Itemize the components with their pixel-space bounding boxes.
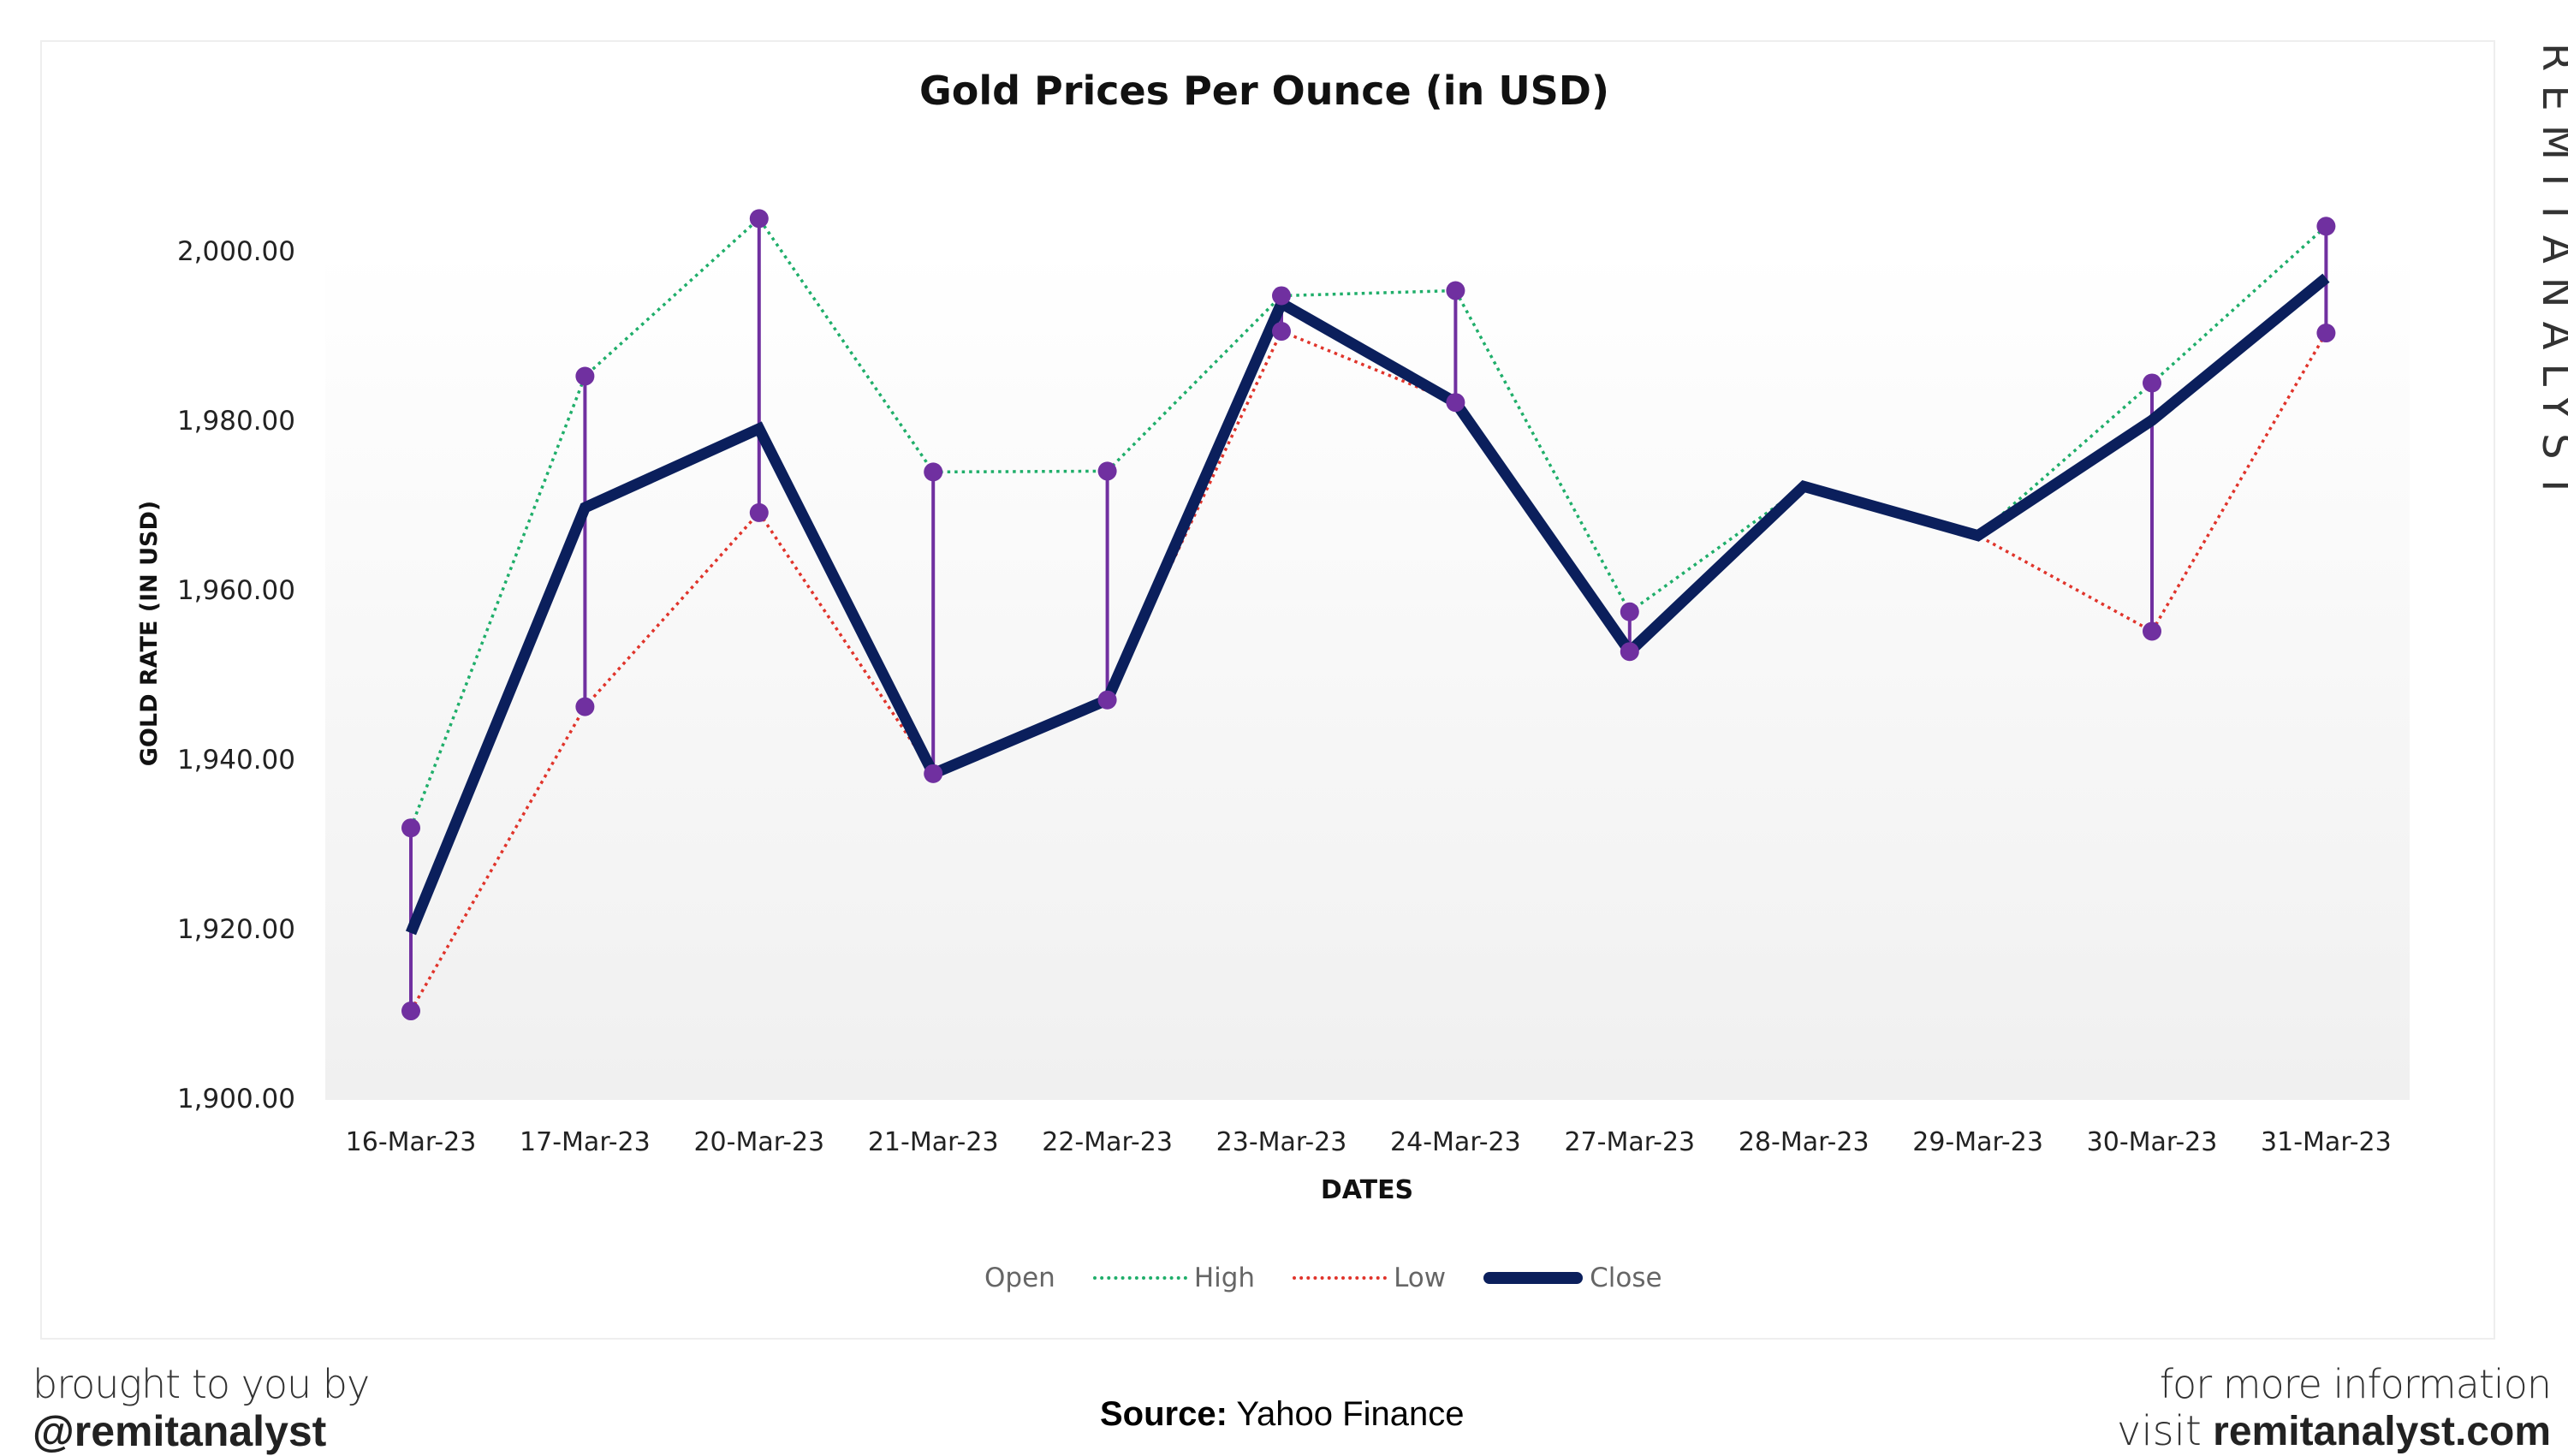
hi-lo-marker <box>401 818 420 838</box>
y-tick-label: 2,000.00 <box>177 236 295 267</box>
hi-lo-marker <box>924 462 943 482</box>
x-axis-label: DATES <box>1321 1175 1413 1205</box>
footer-more-info: for more information visit remitanalyst.… <box>2117 1361 2552 1456</box>
hi-lo-marker <box>1620 642 1639 662</box>
x-tick-label: 30-Mar-23 <box>2087 1127 2218 1157</box>
hi-lo-marker <box>575 697 595 716</box>
legend-label-low: Low <box>1394 1263 1447 1293</box>
x-tick-label: 29-Mar-23 <box>1912 1127 2043 1157</box>
source-value: Yahoo Finance <box>1236 1395 1465 1433</box>
x-tick-label: 28-Mar-23 <box>1739 1127 1870 1157</box>
series-line-low <box>409 329 2327 1012</box>
chart-title: Gold Prices Per Ounce (in USD) <box>919 68 1609 114</box>
y-axis-label: GOLD RATE (IN USD) <box>136 501 163 767</box>
hi-lo-marker <box>749 502 769 522</box>
visit-prefix: visit <box>2116 1407 2202 1455</box>
legend-swatch-high-icon <box>1092 1276 1187 1280</box>
x-tick-label: 20-Mar-23 <box>693 1127 824 1157</box>
hi-lo-marker <box>2143 373 2161 393</box>
hi-lo-marker <box>1272 286 1291 306</box>
website-line: visit remitanalyst.com <box>2117 1407 2551 1456</box>
x-tick-label: 17-Mar-23 <box>520 1127 651 1157</box>
hi-lo-marker <box>401 1001 420 1021</box>
hi-lo-marker <box>1446 281 1465 300</box>
legend-label-close: Close <box>1590 1263 1662 1293</box>
hi-lo-marker <box>924 764 943 783</box>
hi-lo-marker <box>2316 324 2336 343</box>
legend-item-close: Close <box>1483 1263 1662 1293</box>
series-layer <box>405 216 2330 1012</box>
y-tick-label: 1,920.00 <box>177 914 295 945</box>
y-axis-ticks: 1,900.00 1,920.00 1,940.00 1,960.00 1,980.00… <box>177 236 295 1114</box>
hi-lo-marker <box>1097 461 1117 481</box>
x-axis-ticks: 16-Mar-23 17-Mar-23 20-Mar-23 21-Mar-23 22-M… <box>346 1127 2392 1157</box>
legend-swatch-low-icon <box>1293 1276 1388 1280</box>
website-link[interactable]: remitanalyst.com <box>2213 1409 2551 1454</box>
y-tick-label: 1,940.00 <box>177 745 295 776</box>
legend-label-open: Open <box>984 1263 1055 1293</box>
x-tick-label: 24-Mar-23 <box>1390 1127 1521 1157</box>
credit-text: brought to you by <box>33 1361 370 1407</box>
hi-lo-marker <box>1620 602 1639 621</box>
plot-area <box>325 248 2410 1100</box>
brand-watermark: REMITANALYST <box>2533 43 2568 512</box>
source-label: Source: <box>1100 1395 1228 1433</box>
x-tick-label: 31-Mar-23 <box>2261 1127 2392 1157</box>
x-tick-label: 22-Mar-23 <box>1042 1127 1173 1157</box>
x-tick-label: 27-Mar-23 <box>1564 1127 1695 1157</box>
chart-legend: Open High Low Close <box>984 1263 1700 1293</box>
x-tick-label: 16-Mar-23 <box>346 1127 477 1157</box>
x-tick-label: 21-Mar-23 <box>868 1127 999 1157</box>
credit-handle: @remitanalyst <box>33 1407 327 1455</box>
y-tick-label: 1,980.00 <box>177 406 295 437</box>
hi-lo-marker <box>1446 393 1465 413</box>
hi-lo-marker <box>1097 690 1117 710</box>
more-info-text: for more information <box>2159 1361 2552 1407</box>
legend-swatch-close-icon <box>1483 1272 1584 1284</box>
footer-credit: brought to you by @remitanalyst <box>33 1361 370 1455</box>
x-tick-label: 23-Mar-23 <box>1216 1127 1347 1157</box>
hi-lo-marker <box>575 366 595 386</box>
legend-item-low: Low <box>1293 1263 1446 1293</box>
hi-lo-marker <box>1272 322 1291 342</box>
footer-source: Source: Yahoo Finance <box>1100 1395 1464 1434</box>
legend-item-open: Open <box>984 1263 1055 1293</box>
series-line-close <box>405 273 2330 936</box>
hi-lo-marker <box>2316 217 2336 236</box>
legend-label-high: High <box>1193 1263 1256 1293</box>
legend-item-high: High <box>1092 1263 1256 1293</box>
y-tick-label: 1,900.00 <box>177 1084 295 1114</box>
hi-lo-markers <box>401 209 2336 1021</box>
hi-lo-marker <box>749 209 769 229</box>
y-tick-label: 1,960.00 <box>177 575 295 606</box>
hi-lo-marker <box>2143 621 2161 641</box>
